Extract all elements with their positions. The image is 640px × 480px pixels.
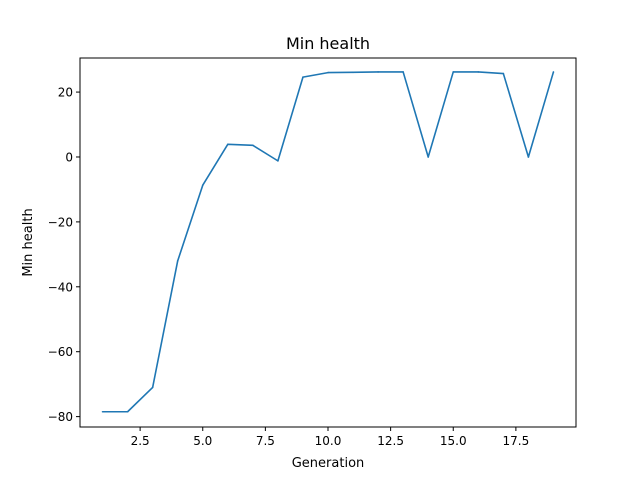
y-tick-label: −20	[48, 215, 73, 229]
x-axis: 2.5 5.0 7.5 10.0 12.5 15.0 17.5	[131, 427, 530, 448]
y-tick-label: −80	[48, 410, 73, 424]
y-tick-label: −60	[48, 345, 73, 359]
x-tick-label: 5.0	[193, 434, 212, 448]
data-point	[502, 72, 505, 75]
data-point	[427, 156, 430, 158]
y-axis: −80 −60 −40 −20 0 20	[48, 86, 80, 424]
data-point	[101, 410, 104, 413]
y-axis-label: Min health	[21, 208, 36, 276]
y-tick-label: 20	[58, 86, 73, 100]
axes-frame	[79, 57, 577, 428]
x-tick-label: 7.5	[256, 434, 275, 448]
data-point	[302, 76, 304, 78]
series-layer	[101, 71, 555, 413]
chart-title: Min health	[286, 34, 370, 53]
data-point	[201, 184, 204, 187]
data-point	[151, 386, 154, 389]
data-point	[377, 71, 379, 73]
x-axis-label: Generation	[292, 456, 365, 471]
x-tick-label: 17.5	[503, 434, 530, 448]
data-point	[327, 71, 329, 74]
data-point	[402, 71, 404, 73]
x-tick-label: 12.5	[377, 434, 404, 448]
data-point	[176, 260, 179, 262]
data-point	[527, 156, 530, 158]
data-point	[252, 144, 254, 147]
x-tick-label: 2.5	[131, 434, 150, 448]
data-point	[126, 410, 129, 413]
data-point	[477, 71, 480, 73]
data-point	[552, 71, 555, 73]
y-tick-label: 0	[65, 150, 73, 164]
data-point	[226, 143, 229, 146]
data-point	[277, 160, 279, 162]
y-tick-label: −40	[48, 280, 73, 294]
x-tick-label: 10.0	[315, 434, 342, 448]
data-point	[352, 71, 354, 74]
x-tick-label: 15.0	[440, 434, 467, 448]
data-point	[452, 71, 455, 73]
